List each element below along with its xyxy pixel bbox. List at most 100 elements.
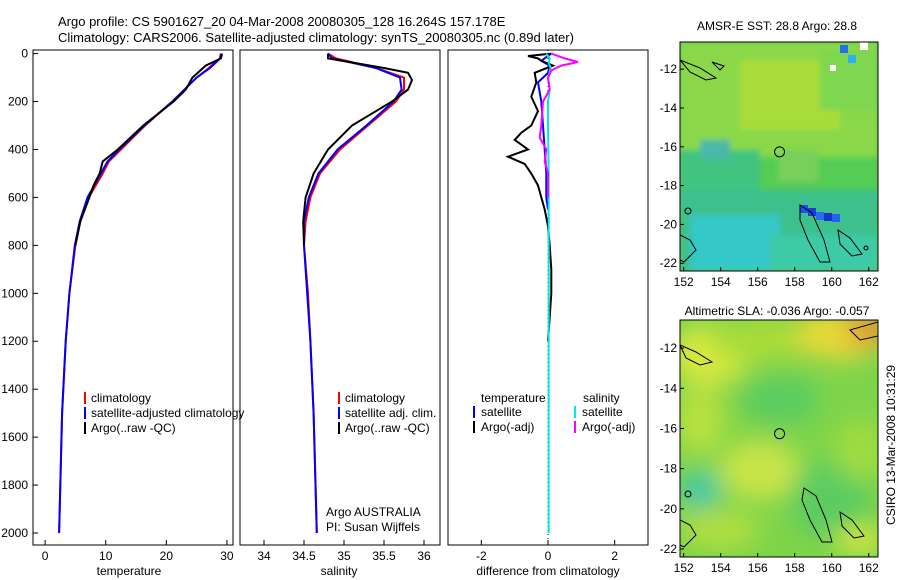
depth-tick-label: 800 bbox=[8, 238, 28, 252]
legend-climatology-label: climatology bbox=[91, 391, 151, 405]
temperature-x-label: temperature bbox=[97, 564, 162, 578]
map-y-tick-label: -20 bbox=[660, 217, 678, 231]
legend-temp-satellite-label: satellite bbox=[481, 405, 522, 419]
sst-map-panel: AMSR-E SST: 28.8 Argo: 28.8 bbox=[660, 19, 879, 289]
difference-plot-frame bbox=[447, 49, 649, 546]
map-x-tick-label: 160 bbox=[822, 275, 842, 289]
sla-map-frame bbox=[679, 319, 879, 558]
salinity-plot-frame bbox=[239, 49, 441, 546]
map-x-tick-label: 158 bbox=[785, 561, 805, 575]
x-tick-label: 10 bbox=[99, 549, 113, 563]
map-y-tick-label: -16 bbox=[660, 140, 678, 154]
temperature-panel: 0 200 400 600 800 1000 1200 1400 1600 1800 2000 0 1… bbox=[1, 47, 244, 578]
sla-map-x-ticks: 152 154 156 158 160 162 bbox=[674, 553, 879, 575]
salinity-profiles bbox=[302, 52, 414, 534]
depth-tick-label: 2000 bbox=[1, 526, 28, 540]
depth-tick-label: 400 bbox=[8, 142, 28, 156]
map-x-tick-label: 154 bbox=[711, 561, 731, 575]
depth-tick-label: 1800 bbox=[1, 478, 28, 492]
sla-map-y-ticks: -12 -14 -16 -18 -20 -22 bbox=[660, 341, 684, 556]
series-line-argo-raw-qc bbox=[74, 53, 224, 246]
sst-field bbox=[680, 42, 878, 271]
map-y-tick-label: -12 bbox=[660, 341, 678, 355]
difference-x-label: difference from climatology bbox=[476, 564, 619, 578]
difference-x-ticks: -2 0 2 bbox=[476, 540, 618, 563]
salinity-legend: climatology satellite adj. clim. Argo(..… bbox=[338, 391, 436, 435]
map-y-tick-label: -22 bbox=[660, 542, 678, 556]
x-tick-label: 0 bbox=[42, 549, 49, 563]
sla-map-title: Altimetric SLA: -0.036 Argo: -0.057 bbox=[685, 304, 870, 318]
series-line-satellite-adjusted-climatology bbox=[58, 53, 223, 534]
series-line-climatology bbox=[58, 53, 222, 534]
map-x-tick-label: 154 bbox=[711, 275, 731, 289]
legend-satellite-label: satellite adj. clim. bbox=[345, 406, 436, 420]
x-tick-label: 36 bbox=[417, 549, 431, 563]
map-x-tick-label: 152 bbox=[674, 561, 694, 575]
figure-title-line-2: Climatology: CARS2006. Satellite-adjuste… bbox=[58, 30, 574, 45]
salinity-x-ticks: 34 34.5 35 35.5 36 bbox=[257, 540, 431, 563]
salinity-panel: 34 34.5 35 35.5 36 salinity climatology sate… bbox=[239, 49, 441, 578]
sla-field bbox=[680, 320, 878, 557]
x-tick-label: 0 bbox=[545, 549, 552, 563]
temperature-y-ticks: 0 200 400 600 800 1000 1200 1400 1600 1800 2000 bbox=[1, 47, 38, 540]
series-line-salinity-satellite bbox=[545, 53, 552, 533]
x-tick-label: 35 bbox=[337, 549, 351, 563]
legend-salinity-header: salinity bbox=[583, 391, 620, 405]
sst-map-title: AMSR-E SST: 28.8 Argo: 28.8 bbox=[697, 19, 857, 33]
temperature-plot-frame bbox=[32, 49, 234, 546]
map-x-tick-label: 158 bbox=[785, 275, 805, 289]
x-tick-label: 34 bbox=[257, 549, 271, 563]
map-x-tick-label: 162 bbox=[859, 275, 879, 289]
x-tick-label: 2 bbox=[611, 549, 618, 563]
legend-temp-argo-label: Argo(-adj) bbox=[481, 420, 534, 434]
map-x-tick-label: 152 bbox=[674, 275, 694, 289]
sst-argo-location-marker bbox=[774, 146, 786, 158]
depth-tick-label: 1400 bbox=[1, 382, 28, 396]
salinity-x-label: salinity bbox=[321, 564, 358, 578]
legend-temperature-header: temperature bbox=[481, 391, 546, 405]
sst-map-x-ticks: 152 154 156 158 160 162 bbox=[674, 267, 879, 289]
depth-tick-label: 200 bbox=[8, 95, 28, 109]
series-line-salinity-argo-adj bbox=[538, 52, 579, 198]
legend-satellite-label: satellite-adjusted climatology bbox=[91, 406, 244, 420]
x-tick-label: -2 bbox=[476, 549, 487, 563]
series-line-climatology bbox=[302, 52, 405, 534]
sla-map-panel: Altimetric SLA: -0.036 Argo: -0.057 bbox=[660, 304, 879, 575]
legend-argo-label: Argo(..raw -QC) bbox=[91, 421, 176, 435]
map-y-tick-label: -20 bbox=[660, 502, 678, 516]
map-x-tick-label: 160 bbox=[822, 561, 842, 575]
map-x-tick-label: 162 bbox=[859, 561, 879, 575]
difference-panel: -2 0 2 difference from climatology tempera… bbox=[447, 49, 649, 578]
x-tick-label: 30 bbox=[220, 549, 234, 563]
legend-sal-satellite-label: satellite bbox=[582, 405, 623, 419]
x-tick-label: 20 bbox=[160, 549, 174, 563]
legend-sal-argo-label: Argo(-adj) bbox=[582, 420, 635, 434]
temperature-x-ticks: 0 10 20 30 bbox=[42, 540, 234, 563]
sla-argo-location-marker bbox=[774, 428, 786, 440]
map-y-tick-label: -18 bbox=[660, 179, 678, 193]
series-line-satellite-adj-clim bbox=[303, 52, 403, 534]
csiro-timestamp: CSIRO 13-Mar-2008 10:31:29 bbox=[884, 365, 898, 525]
series-line-argo-raw-qc bbox=[302, 53, 414, 246]
x-tick-label: 34.5 bbox=[292, 549, 316, 563]
x-tick-label: 35.5 bbox=[372, 549, 396, 563]
temperature-legend: climatology satellite-adjusted climatolo… bbox=[84, 391, 244, 435]
sst-map-frame bbox=[679, 41, 879, 272]
map-y-tick-label: -12 bbox=[660, 62, 678, 76]
map-y-tick-label: -14 bbox=[660, 381, 678, 395]
sst-map-y-ticks: -12 -14 -16 -18 -20 -22 bbox=[660, 62, 684, 270]
map-y-tick-label: -16 bbox=[660, 421, 678, 435]
figure-title-line-1: Argo profile: CS 5901627_20 04-Mar-2008 … bbox=[58, 14, 506, 29]
map-y-tick-label: -18 bbox=[660, 462, 678, 476]
legend-argo-label: Argo(..raw -QC) bbox=[345, 421, 430, 435]
depth-tick-label: 1000 bbox=[1, 286, 28, 300]
depth-tick-label: 1600 bbox=[1, 430, 28, 444]
map-x-tick-label: 156 bbox=[748, 275, 768, 289]
difference-profiles bbox=[505, 52, 579, 533]
legend-climatology-label: climatology bbox=[345, 391, 405, 405]
difference-legend: temperature salinity satellite Argo(-adj… bbox=[473, 391, 635, 434]
map-y-tick-label: -14 bbox=[660, 101, 678, 115]
depth-tick-label: 1200 bbox=[1, 334, 28, 348]
argo-program-annotation: Argo AUSTRALIA bbox=[326, 505, 421, 519]
argo-pi-annotation: PI: Susan Wijffels bbox=[326, 520, 420, 534]
